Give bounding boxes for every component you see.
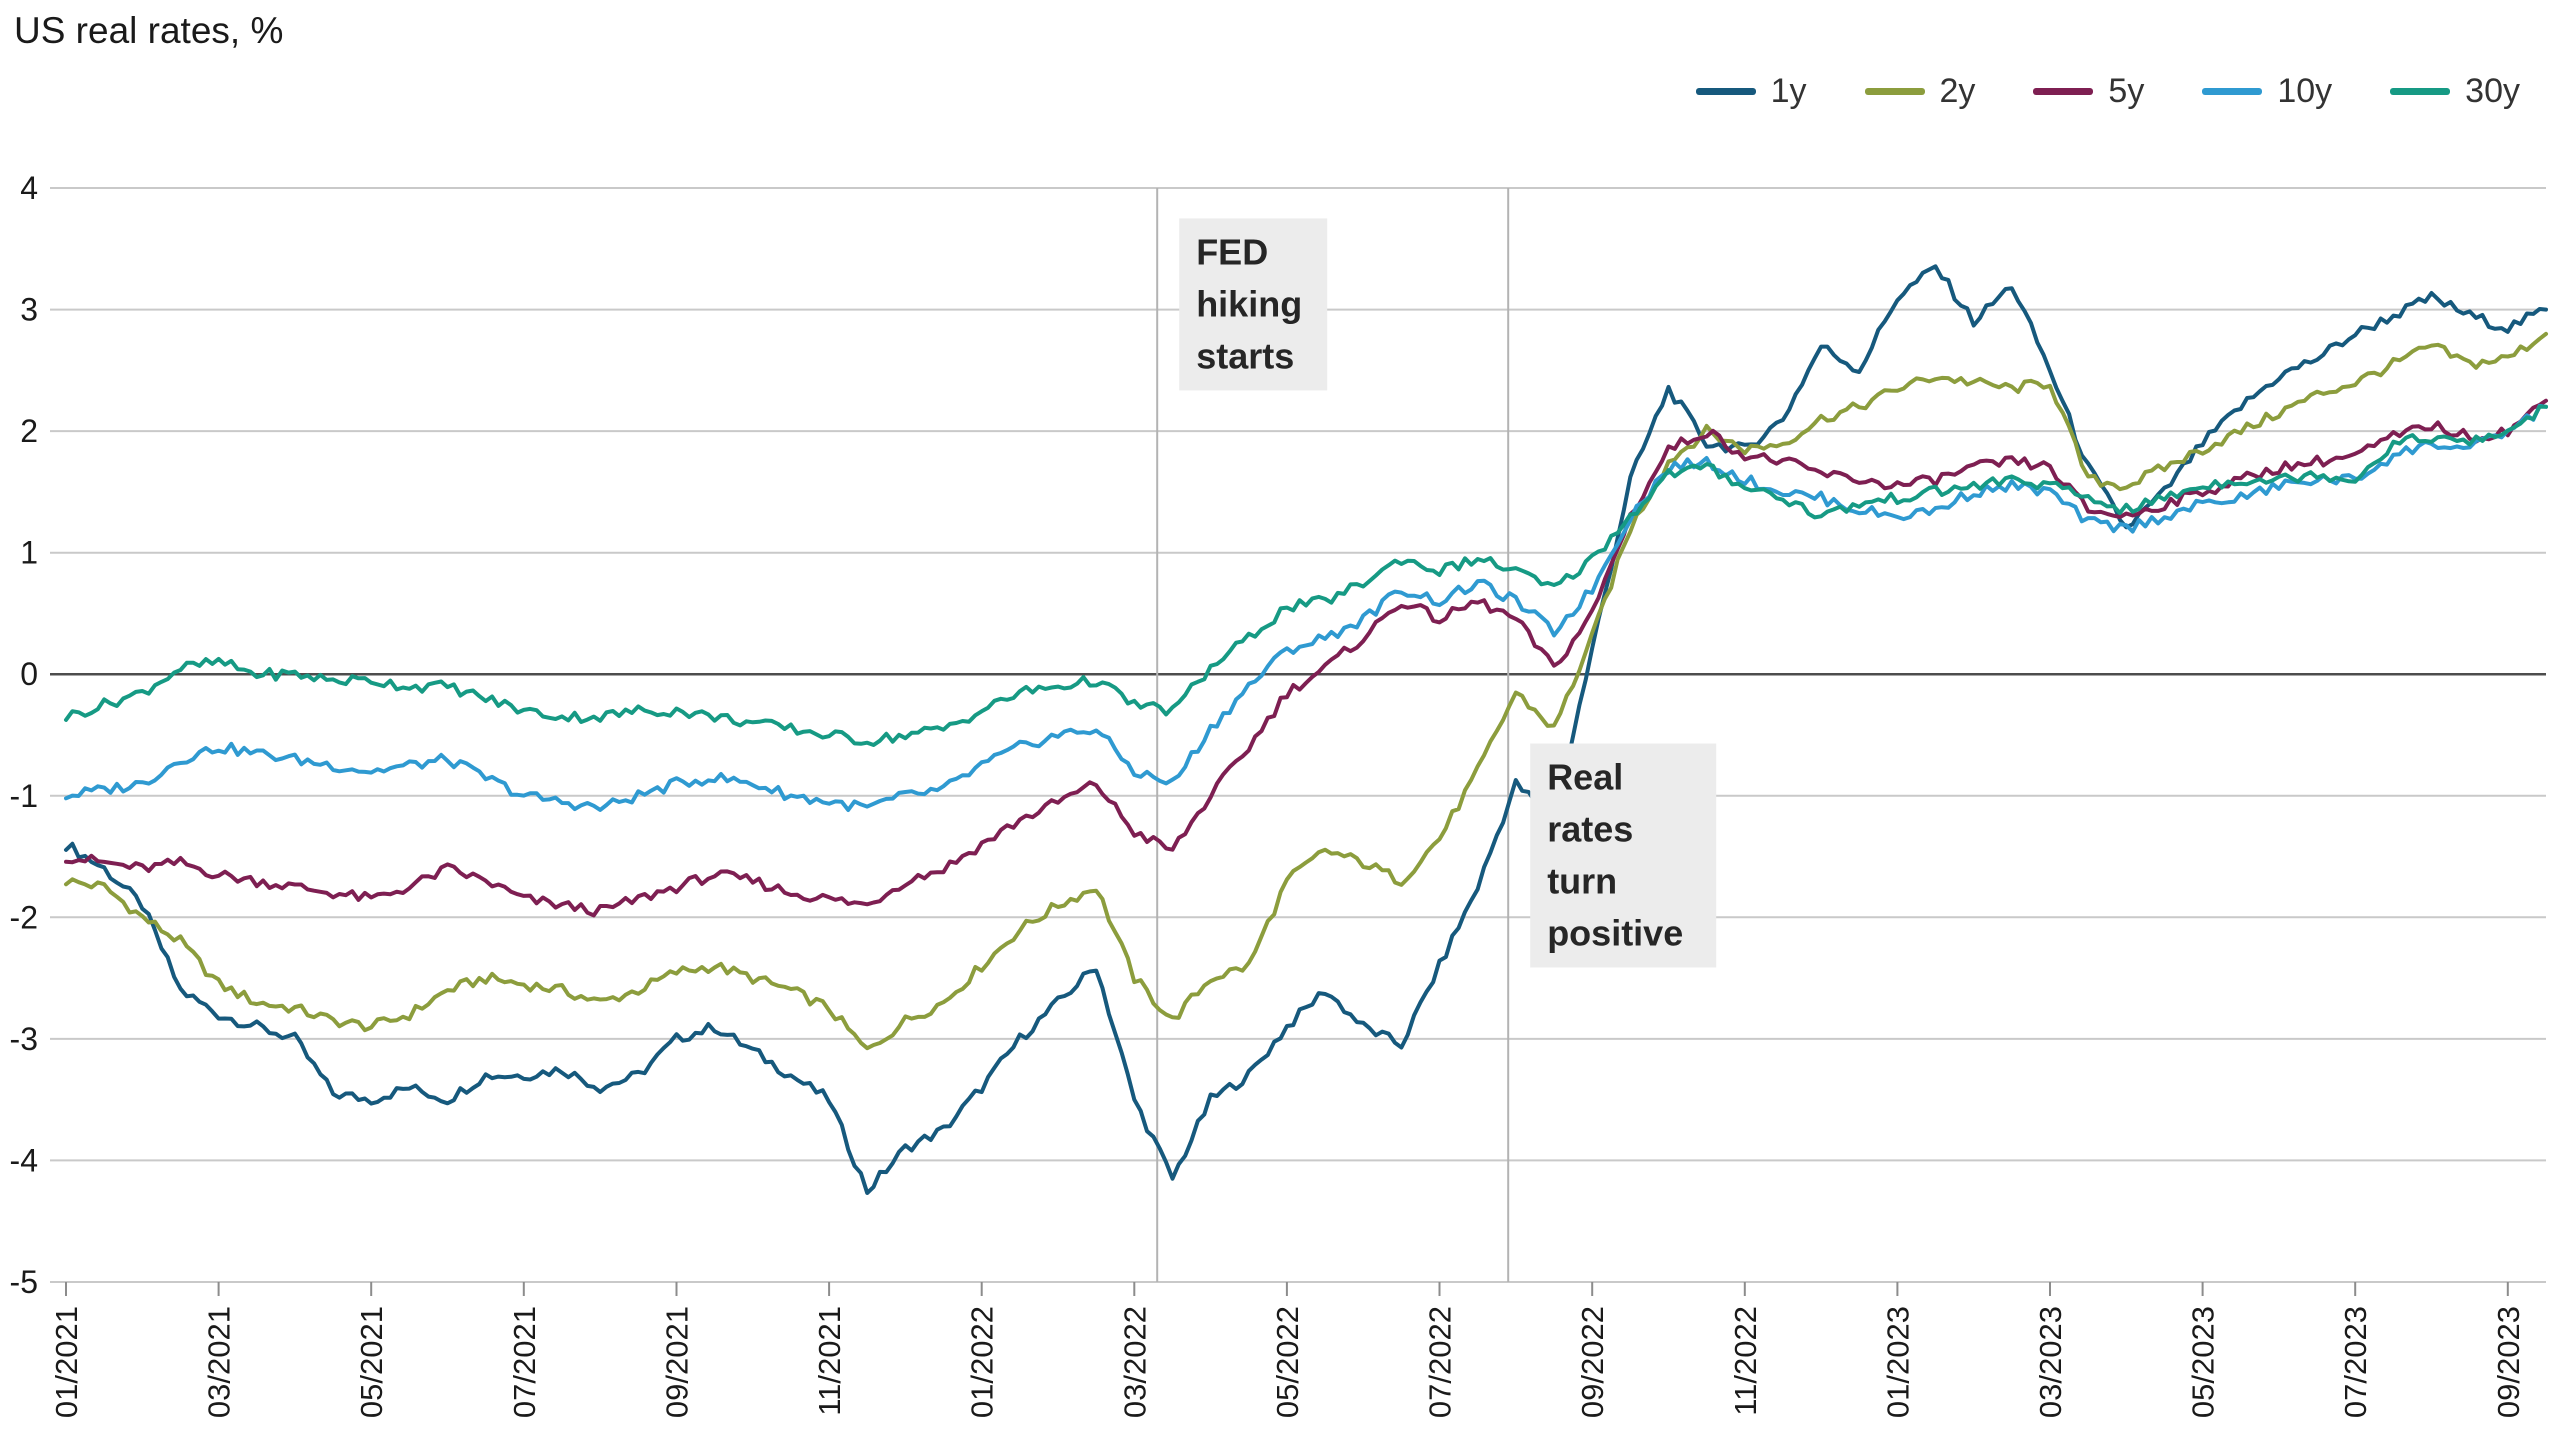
legend-label-30y: 30y xyxy=(2465,72,2520,110)
annotation-text-line: turn xyxy=(1547,861,1617,902)
legend-item-5y: 5y xyxy=(2033,72,2144,111)
legend-swatch-5y xyxy=(2033,88,2094,95)
annotation-text-line: Real xyxy=(1547,757,1623,798)
legend-swatch-2y xyxy=(1864,88,1925,95)
x-tick-label: 03/2022 xyxy=(1117,1306,1152,1418)
x-tick-label: 01/2023 xyxy=(1880,1306,1915,1418)
x-tick-label: 05/2021 xyxy=(354,1306,389,1418)
x-tick-label: 01/2022 xyxy=(965,1306,1000,1418)
x-tick-label: 09/2022 xyxy=(1575,1306,1610,1418)
x-tick-label: 03/2021 xyxy=(202,1306,237,1418)
legend-label-1y: 1y xyxy=(1770,72,1807,110)
series-line-1y xyxy=(64,264,2548,1195)
y-tick-label: 4 xyxy=(20,170,38,206)
annotation-box xyxy=(1530,743,1717,968)
chart-svg: 4 3 2 1 0 -1 -2 -3 -4 -5 01/2021 03/2021 05/2021 07/2… xyxy=(10,170,2548,1418)
legend: 1y 2y 5y 10y 30y xyxy=(1695,72,2520,111)
annotation-text-line: hiking xyxy=(1196,283,1302,324)
series-line-2y xyxy=(64,331,2548,1051)
legend-item-10y: 10y xyxy=(2202,72,2332,111)
legend-item-2y: 2y xyxy=(1864,72,1976,111)
annotation-text-line: rates xyxy=(1547,809,1633,850)
annotation-text-line: starts xyxy=(1196,335,1294,376)
chart-title: US real rates, % xyxy=(14,10,284,51)
legend-item-1y: 1y xyxy=(1695,72,1807,111)
legend-item-30y: 30y xyxy=(2390,72,2520,111)
series-line-10y xyxy=(64,403,2548,812)
legend-swatch-30y xyxy=(2390,88,2451,95)
x-tick-label: 11/2021 xyxy=(812,1306,847,1416)
annotation-box xyxy=(1179,218,1328,391)
x-tick-label: 11/2022 xyxy=(1728,1306,1763,1416)
x-tick-label: 09/2023 xyxy=(2491,1306,2526,1418)
legend-label-10y: 10y xyxy=(2277,72,2333,110)
y-tick-label: -4 xyxy=(10,1142,38,1178)
y-tick-label: 1 xyxy=(20,535,38,571)
series-line-5y xyxy=(64,398,2548,918)
legend-swatch-1y xyxy=(1695,88,1756,95)
y-tick-label: 0 xyxy=(20,656,38,692)
legend-label-5y: 5y xyxy=(2108,72,2145,110)
annotation-text-line: FED xyxy=(1196,231,1268,272)
x-tick-label: 07/2021 xyxy=(507,1306,542,1418)
x-tick-label: 07/2022 xyxy=(1423,1306,1458,1418)
x-tick-label: 07/2023 xyxy=(2338,1306,2373,1418)
x-tick-label: 05/2023 xyxy=(2186,1306,2221,1418)
legend-swatch-10y xyxy=(2202,88,2263,95)
y-tick-label: -5 xyxy=(10,1264,38,1300)
x-tick-label: 01/2021 xyxy=(49,1306,84,1418)
x-tick-label: 03/2023 xyxy=(2033,1306,2068,1418)
series-line-30y xyxy=(64,404,2548,747)
legend-label-2y: 2y xyxy=(1939,72,1976,110)
y-tick-label: 2 xyxy=(20,413,38,449)
y-tick-label: -1 xyxy=(10,778,38,814)
x-tick-label: 05/2022 xyxy=(1270,1306,1305,1418)
y-tick-label: -2 xyxy=(10,899,38,935)
annotation-text-line: positive xyxy=(1547,913,1683,954)
annotation-label-2: Real rates turn positive xyxy=(1530,743,1717,968)
x-tick-label: 09/2021 xyxy=(660,1306,695,1418)
annotation-label-1: FED hiking starts xyxy=(1179,218,1328,391)
y-tick-label: 3 xyxy=(20,292,38,328)
y-tick-label: -3 xyxy=(10,1021,38,1057)
